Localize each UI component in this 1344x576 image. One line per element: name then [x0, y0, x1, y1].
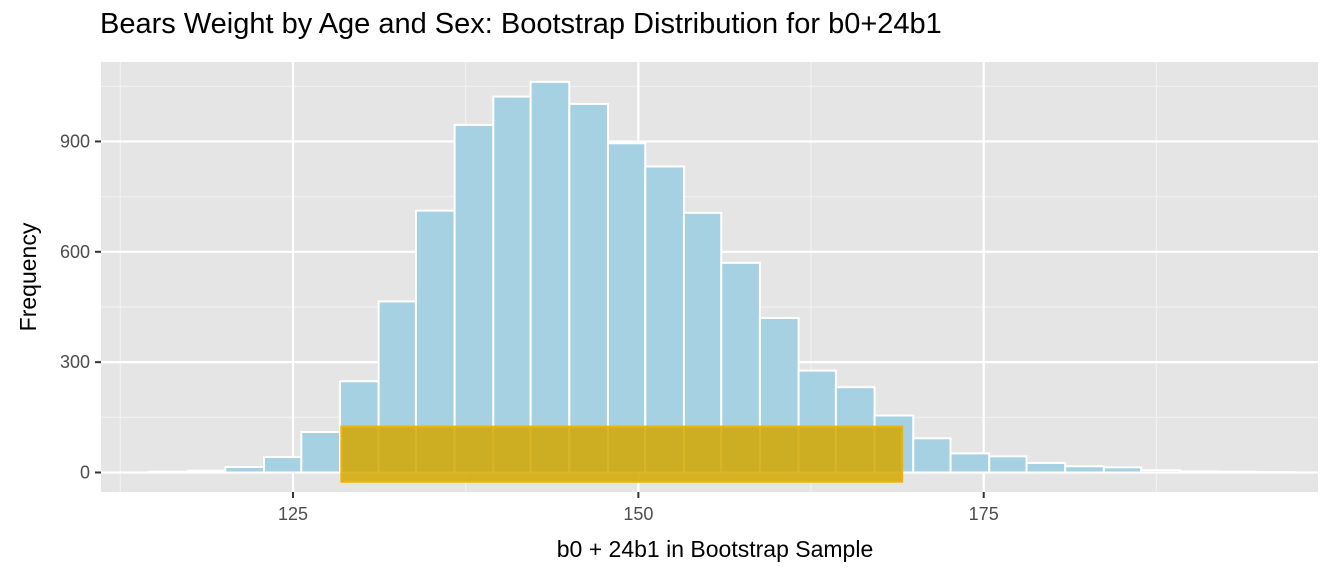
histogram-bar-20 [912, 437, 952, 474]
histogram-bar-24 [1064, 465, 1105, 474]
x-tick-label-2: 175 [969, 504, 999, 524]
histogram-bar-9 [492, 95, 532, 474]
histogram-bar-1 [187, 469, 227, 474]
y-tick-label-1: 300 [60, 352, 90, 372]
histogram-bar-10 [529, 80, 571, 474]
histogram-bar-8 [453, 123, 495, 474]
x-tick-label-0: 125 [278, 504, 308, 524]
x-tick-label-1: 150 [623, 504, 653, 524]
histogram-bar-25 [1102, 466, 1143, 474]
histogram-bar-4 [300, 431, 341, 474]
histogram-bar-27 [1178, 470, 1220, 474]
y-tick-label-0: 0 [80, 463, 90, 483]
histogram-bar-21 [949, 452, 991, 474]
interval-band [340, 425, 904, 483]
histogram-bar-0 [148, 470, 190, 474]
histogram-bar-2 [224, 465, 266, 474]
x-axis-ticks: 125 150 175 [278, 492, 999, 524]
x-axis-title: b0 + 24b1 in Bootstrap Sample [557, 536, 873, 562]
y-tick-label-2: 600 [60, 242, 90, 262]
y-axis-title: Frequency [15, 222, 41, 331]
histogram-bar-13 [644, 165, 685, 474]
interval-band-layer [340, 425, 904, 483]
minor-gridlines [101, 62, 1318, 492]
histogram-bar-11 [568, 102, 609, 474]
histogram-bar-22 [988, 455, 1028, 474]
y-tick-label-3: 900 [60, 131, 90, 151]
histogram-bar-23 [1025, 461, 1067, 474]
histogram-bar-12 [606, 142, 647, 474]
histogram-bar-3 [263, 456, 303, 474]
chart-title: Bears Weight by Age and Sex: Bootstrap D… [100, 8, 942, 40]
y-axis-ticks: 0 300 600 900 [60, 131, 101, 483]
histogram-bar-26 [1140, 469, 1181, 474]
histogram-bar-28 [1217, 470, 1257, 474]
